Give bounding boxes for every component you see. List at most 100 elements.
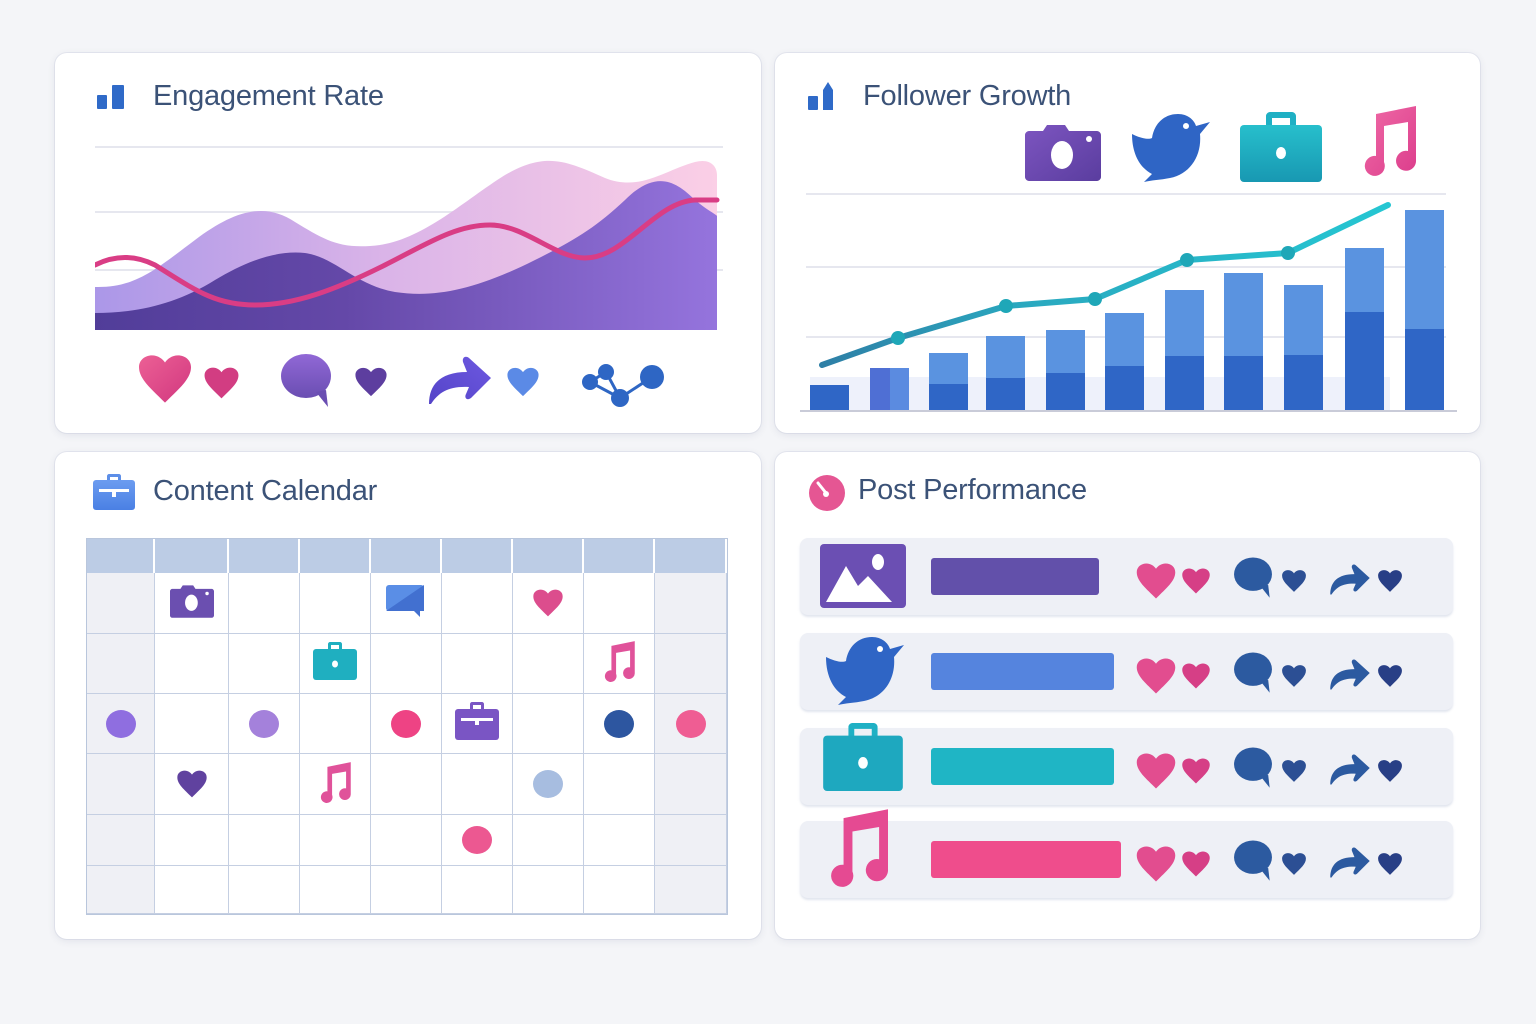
calendar-day-cell[interactable] — [371, 866, 442, 914]
camera-icon — [1025, 125, 1101, 181]
scheduled-post-dot[interactable] — [533, 770, 563, 798]
scheduled-post-dot[interactable] — [105, 709, 136, 738]
share-icon — [1329, 560, 1371, 601]
small-heart-icon — [1181, 850, 1211, 878]
calendar-day-cell[interactable] — [300, 634, 371, 694]
calendar-day-cell[interactable] — [229, 694, 300, 754]
calendar-day-cell[interactable] — [155, 866, 229, 914]
calendar-day-cell[interactable] — [442, 634, 513, 694]
calendar-day-cell[interactable] — [442, 573, 513, 634]
scheduled-post-dot[interactable] — [249, 709, 279, 738]
calendar-day-cell[interactable] — [300, 815, 371, 866]
performance-bar — [931, 748, 1114, 785]
briefcase-icon[interactable] — [455, 702, 499, 745]
small-heart-icon — [1377, 663, 1403, 689]
calendar-day-cell[interactable] — [87, 754, 155, 815]
calendar-day-cell[interactable] — [155, 573, 229, 634]
post-row[interactable] — [800, 538, 1453, 615]
calendar-day-cell[interactable] — [584, 815, 655, 866]
camera-icon[interactable] — [169, 584, 214, 623]
calendar-day-cell[interactable] — [87, 634, 155, 694]
calendar-header-cell — [442, 539, 513, 573]
music-note-icon — [1364, 106, 1417, 176]
calendar-day-cell[interactable] — [371, 694, 442, 754]
small-heart-icon — [507, 367, 539, 397]
calendar-header-cell — [371, 539, 442, 573]
message-icon[interactable] — [386, 584, 426, 622]
small-heart-icon — [1281, 568, 1307, 594]
calendar-day-cell[interactable] — [371, 754, 442, 815]
heart-icon[interactable] — [532, 588, 564, 618]
calendar-day-cell[interactable] — [155, 754, 229, 815]
calendar-day-cell[interactable] — [229, 815, 300, 866]
calendar-header-cell — [155, 539, 229, 573]
calendar-day-cell[interactable] — [229, 866, 300, 914]
calendar-day-cell[interactable] — [300, 573, 371, 634]
calendar-day-cell[interactable] — [87, 866, 155, 914]
engagement-rate-title: Engagement Rate — [153, 80, 384, 112]
calendar-day-cell[interactable] — [300, 694, 371, 754]
calendar-day-cell[interactable] — [655, 815, 727, 866]
calendar-day-cell[interactable] — [371, 815, 442, 866]
calendar-header-cell — [229, 539, 300, 573]
calendar-day-cell[interactable] — [655, 866, 727, 914]
post-row[interactable] — [800, 633, 1453, 710]
calendar-day-cell[interactable] — [655, 754, 727, 815]
post-row[interactable] — [800, 809, 1453, 898]
calendar-day-cell[interactable] — [513, 815, 584, 866]
heart-icon[interactable] — [176, 769, 208, 799]
calendar-day-cell[interactable] — [229, 754, 300, 815]
small-heart-icon — [1377, 851, 1403, 877]
calendar-day-cell[interactable] — [655, 634, 727, 694]
calendar-day-cell[interactable] — [584, 573, 655, 634]
calendar-day-cell[interactable] — [584, 634, 655, 694]
scheduled-post-dot[interactable] — [391, 709, 421, 738]
network-share-icon — [582, 364, 664, 407]
post-performance-title: Post Performance — [858, 474, 1087, 506]
music-icon[interactable] — [316, 761, 354, 808]
calendar-day-cell[interactable] — [513, 866, 584, 914]
calendar-day-cell[interactable] — [371, 573, 442, 634]
calendar-day-cell[interactable] — [655, 694, 727, 754]
small-heart-icon — [1181, 567, 1211, 595]
calendar-day-cell[interactable] — [513, 754, 584, 815]
calendar-day-cell[interactable] — [229, 573, 300, 634]
calendar-day-cell[interactable] — [584, 754, 655, 815]
heart-icon — [139, 355, 191, 403]
calendar-day-cell[interactable] — [442, 866, 513, 914]
calendar-day-cell[interactable] — [87, 694, 155, 754]
calendar-day-cell[interactable] — [87, 573, 155, 634]
calendar-day-cell[interactable] — [655, 573, 727, 634]
briefcase-icon[interactable] — [313, 642, 357, 685]
calendar-header-cell — [584, 539, 655, 573]
comment-icon — [1231, 839, 1275, 888]
calendar-day-cell[interactable] — [87, 815, 155, 866]
calendar-day-cell[interactable] — [584, 694, 655, 754]
calendar-day-cell[interactable] — [513, 573, 584, 634]
calendar-day-cell[interactable] — [155, 694, 229, 754]
calendar-day-cell[interactable] — [442, 694, 513, 754]
calendar-day-cell[interactable] — [155, 634, 229, 694]
performance-bar — [931, 841, 1121, 878]
content-calendar-card — [55, 452, 761, 939]
calendar-day-cell[interactable] — [300, 754, 371, 815]
scheduled-post-dot[interactable] — [675, 709, 706, 738]
small-heart-icon — [1281, 758, 1307, 784]
small-heart-icon — [1281, 663, 1307, 689]
calendar-day-cell[interactable] — [584, 866, 655, 914]
calendar-day-cell[interactable] — [300, 866, 371, 914]
music-icon[interactable] — [600, 640, 638, 687]
calendar-day-cell[interactable] — [155, 815, 229, 866]
heart-icon — [1135, 751, 1177, 791]
gauge-icon — [809, 475, 845, 511]
scheduled-post-dot[interactable] — [462, 826, 492, 854]
calendar-day-cell[interactable] — [442, 815, 513, 866]
post-row[interactable] — [800, 723, 1453, 805]
share-icon — [1329, 750, 1371, 791]
calendar-day-cell[interactable] — [371, 634, 442, 694]
calendar-day-cell[interactable] — [513, 694, 584, 754]
scheduled-post-dot[interactable] — [604, 709, 634, 738]
calendar-day-cell[interactable] — [229, 634, 300, 694]
calendar-day-cell[interactable] — [513, 634, 584, 694]
calendar-day-cell[interactable] — [442, 754, 513, 815]
